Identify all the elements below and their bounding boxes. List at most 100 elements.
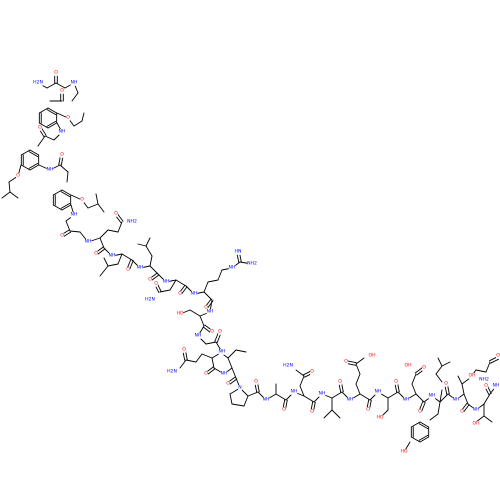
- bond: [52, 204, 63, 211]
- bond: [1, 191, 11, 199]
- bond: [410, 421, 421, 428]
- carboxyl-oh: OH: [404, 363, 411, 369]
- bond: [355, 373, 361, 385]
- atom-label-bg: [344, 359, 348, 365]
- atom-label-bg: [428, 393, 436, 399]
- bond: [418, 434, 429, 441]
- atom-label-bg: [145, 297, 155, 303]
- side-chain-oxygen: O: [310, 369, 314, 375]
- bond: [419, 421, 430, 428]
- atom-label-bg: [479, 377, 489, 383]
- atom-label-bg: [247, 261, 257, 267]
- carbonyl-oxygen: O: [226, 381, 230, 387]
- side-chain-oxygen: O: [114, 211, 118, 217]
- hydroxyl: HO: [176, 311, 183, 317]
- atom-label-bg: [376, 415, 384, 421]
- bond: [299, 385, 305, 397]
- atom-label-bg: [60, 233, 64, 239]
- amide-nh: NH: [109, 253, 116, 259]
- bond: [206, 368, 216, 376]
- bond: [275, 393, 287, 401]
- bond: [44, 135, 55, 141]
- bond: [475, 369, 487, 373]
- atom-label-bg: [148, 277, 152, 283]
- bond: [205, 341, 217, 345]
- carbonyl-oxygen: O: [310, 409, 314, 415]
- bond: [8, 181, 11, 193]
- atom-label-bg: [282, 407, 286, 413]
- carboxyl-oh: OH: [368, 353, 375, 359]
- bond: [73, 120, 83, 127]
- bond: [145, 237, 151, 247]
- bond: [97, 203, 105, 213]
- bond: [355, 383, 361, 395]
- bond: [29, 149, 40, 156]
- bond: [247, 391, 259, 397]
- bond: [435, 373, 443, 383]
- bond: [201, 353, 213, 359]
- carbonyl-oxygen: O: [484, 383, 488, 389]
- bond: [60, 191, 71, 198]
- carbonyl-oxygen: O: [54, 70, 58, 76]
- bond: [52, 189, 63, 196]
- bond: [439, 393, 449, 403]
- atom-label-bg: [70, 80, 78, 86]
- amide-nh: NH: [71, 80, 78, 86]
- bond: [415, 393, 425, 403]
- carbonyl-oxygen: O: [148, 277, 152, 283]
- atom-label-bg: [452, 397, 460, 403]
- atom-label-bg: [154, 281, 158, 287]
- atom-label-bg: [238, 385, 242, 391]
- atom-label-bg: [176, 311, 184, 317]
- bond: [103, 257, 109, 267]
- side-chain-nh2: NH2: [127, 219, 137, 225]
- atom-label-bg: [80, 197, 84, 203]
- atom-label-bg: [444, 381, 448, 387]
- bond: [441, 361, 451, 367]
- bond: [150, 274, 160, 282]
- bond: [231, 403, 245, 407]
- bond: [28, 162, 39, 169]
- amide-nh: NH: [403, 397, 410, 403]
- amide-nh: NH: [375, 389, 382, 395]
- bond: [437, 401, 441, 415]
- atom-label-bg: [234, 249, 242, 255]
- bond: [418, 423, 429, 430]
- carbonyl-oxygen: O: [60, 233, 64, 239]
- bond: [199, 315, 205, 327]
- atom-label-bg: [422, 365, 426, 371]
- bond: [411, 383, 417, 395]
- carbonyl-oxygen: O: [460, 409, 464, 415]
- side-chain-oxygen: O: [496, 353, 500, 359]
- atom-label-bg: [290, 389, 298, 395]
- atom-label-bg: [136, 265, 144, 271]
- atom-label-bg: [484, 383, 488, 389]
- side-chain-oxygen: O: [182, 347, 186, 353]
- atom-label-bg: [182, 347, 186, 353]
- atom-label-bg: [178, 291, 182, 297]
- bond: [299, 375, 305, 387]
- bond: [461, 383, 465, 395]
- carbonyl-oxygen: O: [418, 409, 422, 415]
- atom-label-bg: [310, 369, 314, 375]
- ether-oxygen: O: [80, 197, 84, 203]
- atom-label-bg: [394, 379, 398, 385]
- atom-label-bg: [94, 251, 98, 257]
- bond: [180, 286, 188, 296]
- bond: [55, 82, 66, 89]
- amide-nh: NH: [195, 333, 202, 339]
- atom-label-bg: [374, 389, 382, 395]
- amide-nh: NH: [191, 291, 198, 297]
- bond: [429, 413, 439, 421]
- bond: [202, 326, 212, 334]
- atom-label-bg: [310, 409, 314, 415]
- bond: [99, 237, 105, 249]
- bond: [463, 393, 469, 405]
- bond: [46, 82, 57, 89]
- atom-label-bg: [404, 363, 412, 369]
- bond: [9, 191, 19, 199]
- bond: [29, 164, 40, 171]
- carbonyl-oxygen: O: [94, 251, 98, 257]
